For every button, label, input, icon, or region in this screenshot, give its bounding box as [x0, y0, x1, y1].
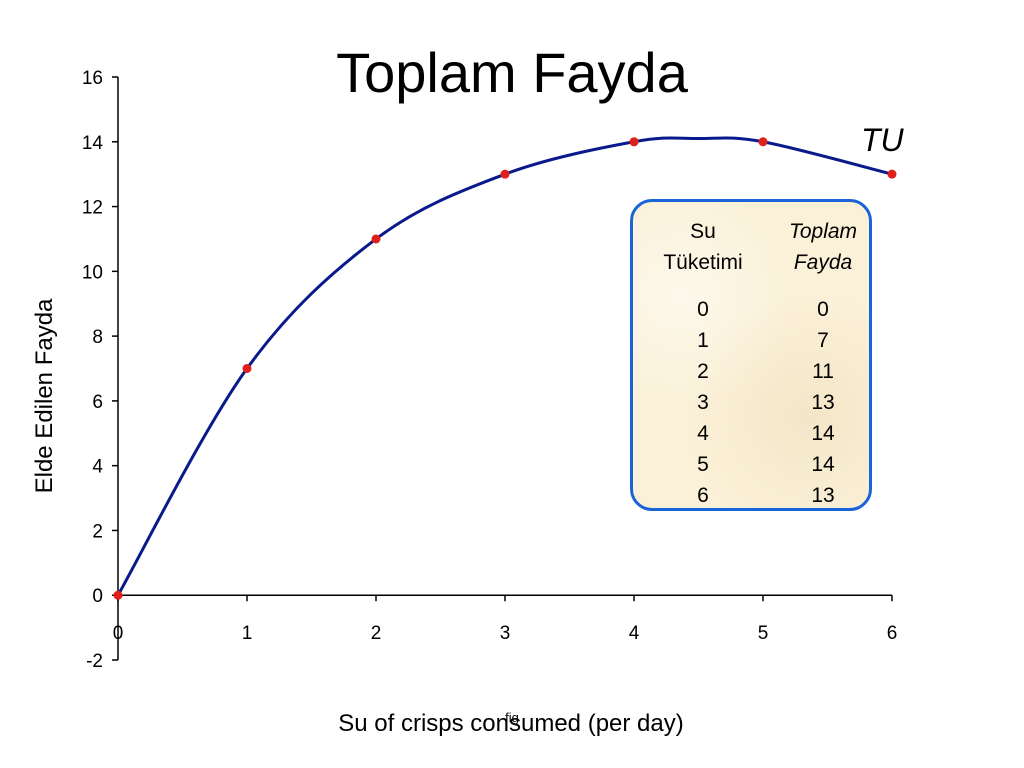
- x-tick-label: 3: [500, 623, 511, 644]
- y-tick-label: 14: [82, 133, 104, 154]
- data-point: [629, 137, 639, 147]
- y-tick-label: 6: [92, 392, 103, 413]
- x-tick-label: 5: [758, 623, 769, 644]
- y-tick-label: 4: [92, 457, 103, 478]
- table-cell-consumption: 4: [697, 422, 709, 445]
- y-tick-label: -2: [86, 651, 103, 672]
- table-cell-consumption: 2: [697, 360, 709, 383]
- data-point: [758, 137, 768, 147]
- y-tick-label: 10: [82, 262, 103, 283]
- table-cell-total-utility: 7: [817, 329, 829, 352]
- y-axis-label: Elde Edilen Fayda: [31, 298, 58, 493]
- table-cell-total-utility: 13: [811, 391, 835, 414]
- chart-markers: [113, 137, 897, 600]
- data-point: [500, 169, 510, 179]
- chart-title: Toplam Fayda: [336, 41, 688, 104]
- x-tick-label: 0: [113, 623, 124, 644]
- table-cell-consumption: 3: [697, 391, 709, 414]
- data-point: [887, 169, 897, 179]
- table-header-total-utility: Toplam Fayda: [763, 216, 883, 278]
- data-point: [113, 590, 123, 600]
- table-cell-consumption: 6: [697, 484, 709, 507]
- x-tick-label: 2: [371, 623, 382, 644]
- y-tick-label: 12: [82, 198, 103, 219]
- table-rows-total-utility: 0 7 11 13 14 14 13: [763, 294, 883, 511]
- x-tick-label: 1: [242, 623, 253, 644]
- table-cell-total-utility: 14: [811, 422, 835, 445]
- y-tick-label: 8: [92, 327, 103, 348]
- header-line: Tüketimi: [663, 251, 743, 274]
- x-axis-label: Su of crisps consumed (per day): [338, 710, 683, 737]
- table-header-consumption: Su Tüketimi: [643, 216, 763, 278]
- table-rows-consumption: 0 1 2 3 4 5 6: [643, 294, 763, 511]
- table-column-consumption: Su Tüketimi 0 1 2 3 4 5 6: [643, 216, 763, 511]
- header-line: Fayda: [793, 251, 853, 274]
- data-table-box: Su Tüketimi 0 1 2 3 4 5 6 Toplam Fayda 0 7 11 13 1…: [630, 199, 872, 511]
- table-cell-consumption: 0: [697, 298, 709, 321]
- header-line: Toplam: [788, 220, 858, 243]
- y-tick-label: 16: [82, 68, 103, 89]
- table-cell-total-utility: 14: [811, 453, 835, 476]
- table-column-total-utility: Toplam Fayda 0 7 11 13 14 14 13: [763, 216, 883, 511]
- header-line: Su: [690, 220, 716, 243]
- table-cell-consumption: 5: [697, 453, 709, 476]
- y-tick-label: 0: [92, 586, 103, 607]
- series-label-tu: TU: [861, 122, 905, 158]
- table-cell-total-utility: 13: [811, 484, 835, 507]
- x-tick-label: 6: [887, 623, 898, 644]
- table-cell-consumption: 1: [697, 329, 709, 352]
- data-point: [371, 234, 381, 244]
- table-cell-total-utility: 0: [817, 298, 829, 321]
- data-point: [242, 364, 252, 373]
- x-tick-label: 4: [629, 623, 640, 644]
- table-cell-total-utility: 11: [812, 360, 834, 383]
- y-tick-label: 2: [92, 521, 103, 542]
- footnote: fig: [505, 710, 519, 725]
